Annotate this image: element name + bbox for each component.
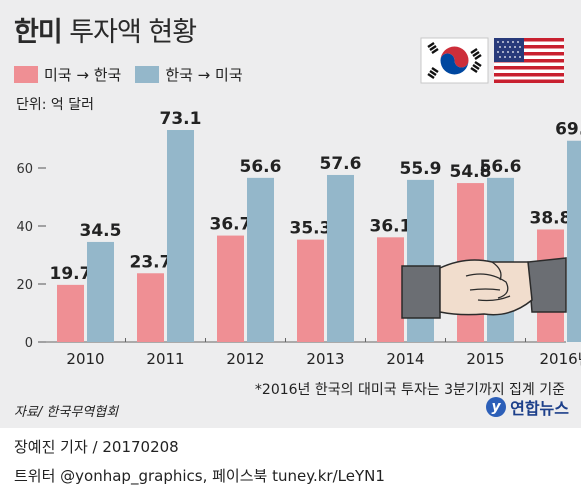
- data-label-1-6: 69.4*: [555, 120, 581, 140]
- social-links: 트위터 @yonhap_graphics, 페이스북 tuney.kr/LeYN…: [14, 467, 385, 485]
- bar-korea-to-us-0: [87, 241, 114, 342]
- bar-korea-to-us-6: [567, 140, 581, 342]
- title-bold: 한미: [14, 17, 63, 48]
- title-rest: 투자액 현황: [69, 17, 197, 48]
- korea-flag-icon: [420, 37, 489, 84]
- data-label-0-6: 38.8: [530, 208, 572, 228]
- bar-us-to-korea-3: [297, 239, 324, 342]
- bar-us-to-korea-2: [217, 235, 244, 342]
- bar-us-to-korea-1: [137, 273, 164, 342]
- legend-swatch-korea-to-us: [135, 66, 160, 83]
- unit-label: 단위: 억 달러: [16, 97, 95, 113]
- data-label-1-3: 57.6: [320, 154, 362, 174]
- data-label-1-4: 55.9: [400, 159, 442, 179]
- x-tick-label-1: 2011: [146, 350, 184, 368]
- bar-chart: 0 20 40 60 19.7 34.5 2010 23.7 73.1 2011 36.7 56.6 2…: [16, 37, 581, 368]
- agency-logo: y 연합뉴스: [486, 395, 569, 419]
- byline: 장예진 기자 / 20170208: [14, 438, 179, 456]
- legend-label-us-to-korea: 미국 → 한국: [44, 66, 122, 84]
- data-label-0-4: 36.1: [370, 216, 412, 236]
- bar-us-to-korea-4: [377, 237, 404, 342]
- data-label-0-3: 35.3: [290, 219, 332, 239]
- data-label-0-0: 19.7: [50, 264, 92, 284]
- source-label: 자료/ 한국무역협회: [14, 405, 119, 420]
- data-label-0-2: 36.7: [210, 215, 252, 235]
- y-tick-label-0: 0: [25, 336, 33, 351]
- footnote: *2016년 한국의 대미국 투자는 3분기까지 집계 기준: [254, 382, 565, 398]
- bar-korea-to-us-3: [327, 174, 354, 342]
- usa-flag-icon: [494, 38, 564, 83]
- legend-swatch-us-to-korea: [14, 66, 38, 83]
- agency-name: 연합뉴스: [510, 399, 569, 418]
- y-tick-label-2: 40: [16, 220, 33, 235]
- y-tick-label-3: 60: [16, 162, 33, 177]
- legend: 미국 → 한국 한국 → 미국: [14, 64, 243, 85]
- data-label-1-5: 56.6: [480, 157, 522, 177]
- handshake-icon: [401, 257, 567, 319]
- y-tick-label-1: 20: [16, 278, 33, 293]
- agency-logo-mark: y: [486, 397, 507, 417]
- legend-label-korea-to-us: 한국 → 미국: [165, 66, 243, 84]
- data-label-1-2: 56.6: [240, 157, 282, 177]
- data-label-0-1: 23.7: [130, 252, 172, 272]
- bar-korea-to-us-1: [167, 130, 194, 342]
- x-tick-label-4: 2014: [386, 350, 424, 368]
- data-label-1-0: 34.5: [80, 221, 122, 241]
- bar-korea-to-us-2: [247, 177, 274, 342]
- x-tick-label-3: 2013: [306, 350, 344, 368]
- x-tick-label-5: 2015: [466, 350, 504, 368]
- bar-us-to-korea-0: [57, 284, 84, 342]
- bar-korea-to-us-5: [487, 177, 514, 342]
- x-tick-label-2: 2012: [226, 350, 264, 368]
- data-label-0-5: 54.8: [450, 162, 492, 182]
- x-tick-label-6: 2016년: [540, 350, 581, 368]
- data-label-1-1: 73.1: [160, 109, 202, 129]
- x-tick-label-0: 2010: [66, 350, 104, 368]
- page-title: 한미 투자액 현황: [14, 10, 197, 49]
